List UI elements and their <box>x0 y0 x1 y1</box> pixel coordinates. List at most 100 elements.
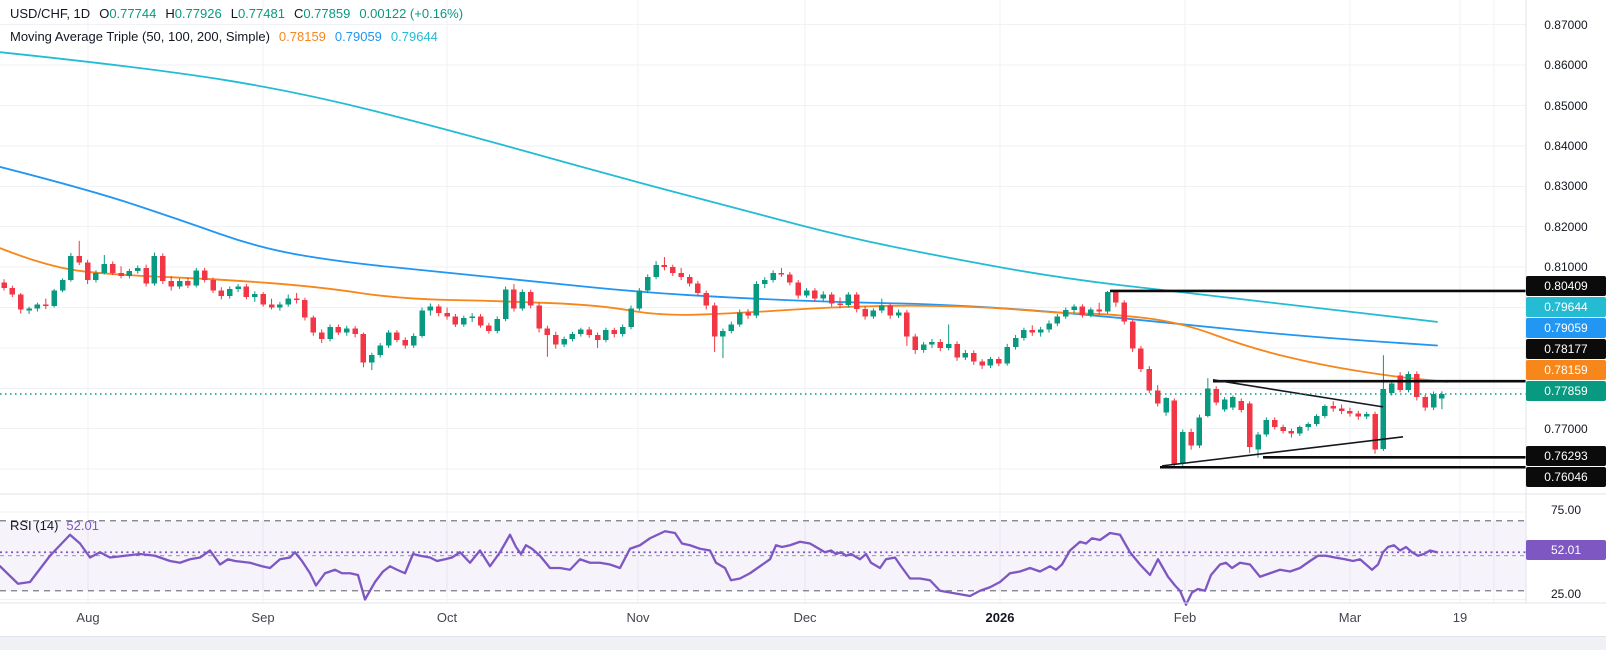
candle[interactable] <box>787 274 793 283</box>
trendline[interactable] <box>1161 435 1404 467</box>
candle[interactable] <box>1 282 7 289</box>
candle-wick[interactable] <box>597 332 599 348</box>
candle[interactable] <box>1037 329 1044 333</box>
candle[interactable] <box>160 255 166 281</box>
candle[interactable] <box>611 330 618 335</box>
ma-200-line[interactable] <box>0 51 1438 323</box>
candle[interactable] <box>1029 330 1036 333</box>
candle[interactable] <box>444 313 450 317</box>
candle[interactable] <box>135 267 141 272</box>
symbol-legend[interactable]: USD/CHF, 1D O0.77744 H0.77926 L0.77481 C… <box>10 6 463 21</box>
candle[interactable] <box>837 303 843 306</box>
candle[interactable] <box>93 272 99 281</box>
candle[interactable] <box>1121 302 1127 322</box>
candle[interactable] <box>277 304 283 308</box>
candle[interactable] <box>1280 427 1286 432</box>
candle[interactable] <box>377 345 383 356</box>
candle[interactable] <box>310 317 317 333</box>
candle[interactable] <box>578 329 584 334</box>
candle[interactable] <box>770 272 776 281</box>
candle[interactable] <box>728 324 735 331</box>
candle[interactable] <box>1205 388 1211 416</box>
candle[interactable] <box>644 276 651 291</box>
candle[interactable] <box>619 326 626 335</box>
candle[interactable] <box>168 280 174 287</box>
candle[interactable] <box>1138 348 1144 369</box>
candle[interactable] <box>594 334 601 340</box>
candle[interactable] <box>126 271 133 276</box>
candle[interactable] <box>486 325 492 331</box>
candle[interactable] <box>193 270 200 286</box>
candle[interactable] <box>427 306 434 311</box>
candle[interactable] <box>118 272 124 276</box>
candle[interactable] <box>285 298 291 305</box>
candle[interactable] <box>670 267 676 274</box>
candle[interactable] <box>1004 347 1010 364</box>
candle[interactable] <box>1397 375 1403 390</box>
candle[interactable] <box>561 339 567 345</box>
candle[interactable] <box>527 292 534 306</box>
candle[interactable] <box>569 333 576 340</box>
candle[interactable] <box>335 326 342 333</box>
candle[interactable] <box>519 292 526 309</box>
candle-wick[interactable] <box>948 324 950 351</box>
candle[interactable] <box>385 332 392 346</box>
candle[interactable] <box>1430 393 1437 408</box>
candle[interactable] <box>210 280 216 291</box>
candle[interactable] <box>1230 397 1236 408</box>
candle[interactable] <box>1389 383 1395 394</box>
candle-wick[interactable] <box>45 298 47 310</box>
candle[interactable] <box>753 284 760 316</box>
candle-wick[interactable] <box>271 298 273 310</box>
candle[interactable] <box>803 290 810 296</box>
candle[interactable] <box>1305 423 1311 428</box>
candle[interactable] <box>201 270 208 281</box>
candle[interactable] <box>26 308 32 311</box>
candle[interactable] <box>1046 323 1052 330</box>
candle[interactable] <box>502 289 509 319</box>
candle[interactable] <box>260 293 266 305</box>
candle[interactable] <box>879 305 885 311</box>
candle[interactable] <box>394 332 400 340</box>
candle[interactable] <box>586 329 592 335</box>
candle[interactable] <box>1355 413 1362 417</box>
candle[interactable] <box>1196 417 1203 446</box>
candle[interactable] <box>302 300 308 318</box>
candle[interactable] <box>544 328 551 335</box>
candle[interactable] <box>1238 401 1245 411</box>
candle[interactable] <box>1171 400 1178 465</box>
candle[interactable] <box>778 272 785 275</box>
candle[interactable] <box>678 273 684 278</box>
candle[interactable] <box>59 280 66 291</box>
candle[interactable] <box>745 312 751 316</box>
candle[interactable] <box>1246 403 1253 447</box>
candle[interactable] <box>226 288 233 297</box>
candle[interactable] <box>812 290 818 299</box>
candle[interactable] <box>369 355 375 363</box>
candle[interactable] <box>352 328 358 335</box>
candle[interactable] <box>603 330 609 340</box>
candle[interactable] <box>912 336 918 350</box>
candle[interactable] <box>1288 431 1295 434</box>
candle[interactable] <box>1062 309 1069 317</box>
candle[interactable] <box>9 288 16 295</box>
candle[interactable] <box>820 294 827 299</box>
candle[interactable] <box>1154 390 1161 404</box>
candle[interactable] <box>920 344 927 350</box>
rsi-line[interactable] <box>0 530 1439 606</box>
rsi-indicator-legend[interactable]: RSI (14) 52.01 <box>10 518 99 533</box>
ma-50-line[interactable] <box>0 247 1448 383</box>
trendline[interactable] <box>1212 379 1384 408</box>
candle[interactable] <box>870 310 877 317</box>
candle[interactable] <box>293 298 300 301</box>
candle[interactable] <box>661 265 668 268</box>
ma-indicator-legend[interactable]: Moving Average Triple (50, 100, 200, Sim… <box>10 29 438 44</box>
candle[interactable] <box>469 316 475 319</box>
candle[interactable] <box>845 294 852 306</box>
candle[interactable] <box>1439 394 1445 399</box>
candle[interactable] <box>1104 292 1111 312</box>
candle[interactable] <box>511 289 517 309</box>
candle[interactable] <box>828 294 835 304</box>
candle[interactable] <box>176 280 183 287</box>
